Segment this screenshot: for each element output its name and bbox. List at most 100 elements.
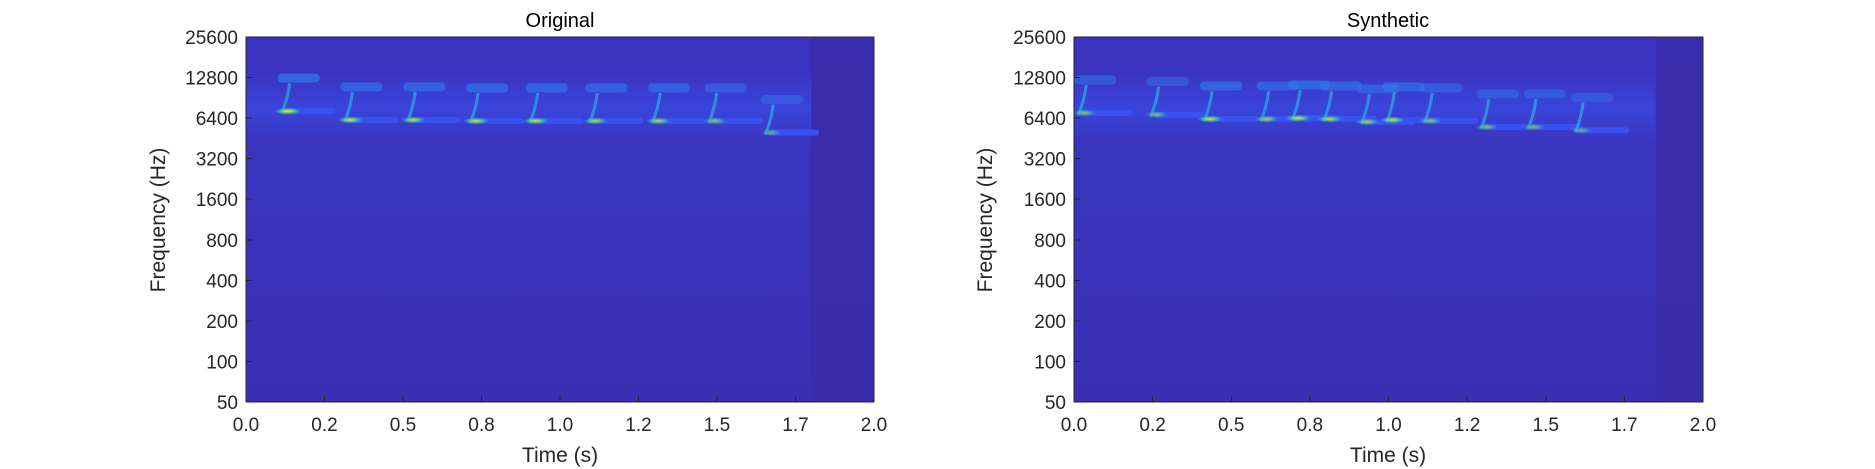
chart-title: Synthetic (1347, 10, 1429, 32)
y-tick-label: 800 (1034, 231, 1066, 252)
x-axis-label: Time (s) (522, 444, 598, 467)
y-axis-label: Frequency (Hz) (147, 148, 170, 293)
call-mark (582, 83, 644, 125)
peak-mark (1523, 123, 1546, 131)
peak-mark (1285, 114, 1312, 122)
x-tick-label: 1.2 (625, 415, 651, 436)
x-tick-label: 2.0 (861, 415, 887, 436)
harmonic-mark (704, 83, 747, 93)
peak-mark (273, 107, 302, 115)
call-mark (1379, 82, 1441, 124)
harmonic-mark (1476, 89, 1519, 99)
peak-mark (1475, 123, 1499, 131)
y-tick-label: 25600 (1013, 28, 1066, 49)
peak-mark (1379, 116, 1406, 124)
harmonic-mark (1319, 81, 1362, 91)
harmonic-mark (340, 82, 383, 92)
peak-mark (1418, 117, 1442, 125)
energy-band (246, 72, 812, 143)
peak-mark (1570, 126, 1592, 134)
x-tick-label: 0.8 (468, 415, 494, 436)
peak-mark (645, 117, 671, 125)
peak-mark (760, 129, 782, 137)
harmonic-mark (1256, 81, 1299, 91)
x-tick-label: 1.5 (704, 415, 730, 436)
peak-mark (1145, 111, 1168, 119)
y-axis: 50 100 200 400 800 1600 3200 6400 12800 25600 (1013, 28, 1080, 414)
peak-mark (1072, 109, 1096, 117)
x-axis: 0.0 0.2 0.5 0.8 1.0 1.2 1.5 1.7 2.0 (1061, 396, 1716, 436)
harmonic-mark (1146, 77, 1189, 87)
y-tick-label: 50 (217, 393, 238, 414)
silence-region (811, 37, 874, 402)
harmonic-mark (466, 83, 509, 93)
chart-title: Original (526, 10, 595, 32)
call-mark (1196, 81, 1259, 123)
y-tick-label: 800 (206, 231, 238, 252)
x-tick-label: 0.8 (1297, 415, 1323, 436)
peak-mark (1254, 115, 1279, 123)
harmonic-mark (761, 95, 804, 105)
y-tick-label: 200 (1034, 312, 1066, 333)
silence-region (1655, 37, 1703, 402)
harmonic-mark (1524, 89, 1567, 99)
y-axis: 50 100 200 400 800 1600 3200 6400 12800 25600 (185, 28, 252, 414)
y-tick-label: 400 (1034, 271, 1066, 292)
call-mark (1418, 83, 1479, 125)
x-tick-label: 2.0 (1690, 415, 1716, 436)
peak-mark (582, 117, 608, 125)
axes-box (245, 36, 875, 403)
y-tick-label: 12800 (185, 69, 238, 90)
harmonic-mark (1200, 81, 1243, 91)
y-tick-label: 100 (1034, 352, 1066, 373)
spectrogram-image (246, 37, 874, 402)
y-tick-label: 50 (1045, 393, 1066, 414)
harmonic-mark (648, 83, 691, 93)
call-mark (760, 95, 820, 137)
x-tick-label: 0.0 (233, 415, 259, 436)
call-mark (337, 82, 399, 124)
harmonic-mark (1288, 80, 1331, 90)
x-tick-label: 0.0 (1061, 415, 1087, 436)
call-mark (1072, 75, 1133, 117)
harmonic-mark (525, 83, 568, 93)
call-mark (273, 73, 336, 115)
peak-mark (337, 116, 364, 124)
x-tick-label: 1.7 (782, 415, 808, 436)
x-tick-label: 1.2 (1454, 415, 1480, 436)
x-tick-label: 1.0 (547, 415, 573, 436)
harmonic-mark (1382, 82, 1425, 92)
y-tick-label: 400 (206, 271, 238, 292)
panel-synthetic: Synthetic 50 100 200 400 800 1600 3200 6400 1280… (974, 10, 1716, 467)
y-tick-label: 1600 (1024, 190, 1066, 211)
peak-mark (1316, 115, 1343, 123)
harmonic-mark (1420, 83, 1463, 93)
y-tick-label: 25600 (185, 28, 238, 49)
x-tick-label: 0.2 (311, 415, 337, 436)
call-mark (1570, 92, 1630, 134)
peak-mark (400, 116, 427, 124)
peak-mark (1196, 115, 1224, 123)
x-tick-label: 0.2 (1139, 415, 1165, 436)
peak-mark (703, 117, 727, 125)
x-axis-label: Time (s) (1350, 444, 1426, 467)
call-mark (703, 83, 763, 125)
y-axis-label: Frequency (Hz) (974, 148, 997, 293)
axes-box (1073, 36, 1704, 403)
peak-mark (1355, 118, 1380, 126)
x-tick-label: 0.5 (1218, 415, 1244, 436)
call-mark (522, 83, 584, 125)
call-mark (1523, 89, 1583, 131)
harmonic-mark (585, 83, 628, 93)
peak-mark (462, 117, 490, 125)
y-tick-label: 200 (206, 312, 238, 333)
panel-original: Original 50 100 200 400 800 1600 3200 6400 12800… (147, 10, 887, 467)
x-tick-label: 1.0 (1375, 415, 1401, 436)
x-tick-label: 1.7 (1611, 415, 1637, 436)
call-mark (1475, 89, 1535, 131)
peak-mark (522, 117, 549, 125)
call-mark (645, 83, 707, 125)
y-tick-label: 3200 (1024, 150, 1066, 171)
y-tick-label: 100 (206, 352, 238, 373)
